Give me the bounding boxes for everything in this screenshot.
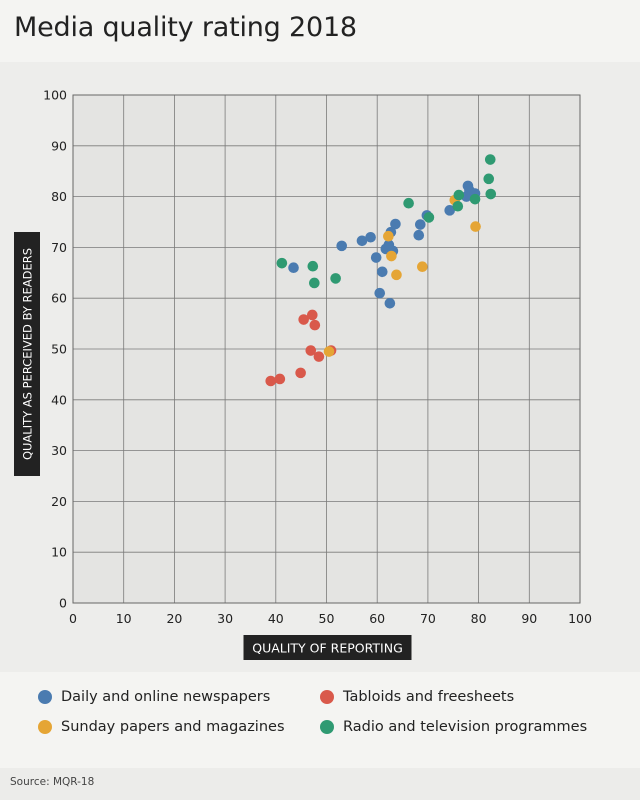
scatter-point (307, 309, 318, 321)
scatter-point (470, 221, 481, 232)
scatter-point (356, 235, 368, 247)
scatter-point (453, 189, 465, 201)
scatter-point (413, 229, 425, 241)
scatter-point (274, 373, 286, 385)
scatter-point (417, 261, 428, 273)
y-tick-label: 80 (51, 189, 67, 204)
x-tick-label: 0 (69, 611, 77, 626)
scatter-point (484, 154, 496, 165)
x-tick-label: 100 (568, 611, 592, 626)
x-tick-label: 50 (319, 611, 335, 626)
scatter-point (384, 297, 396, 309)
legend-item: Sunday papers and magazines (38, 719, 285, 735)
scatter-point (376, 266, 388, 278)
scatter-point (414, 219, 426, 230)
scatter-point (309, 277, 320, 289)
x-axis-label: QUALITY OF REPORTING (252, 641, 403, 656)
y-tick-label: 60 (51, 291, 67, 306)
legend-label: Radio and television programmes (343, 719, 588, 735)
chart-title: Media quality rating 2018 (14, 12, 357, 43)
legend: Daily and online newspapers Sunday paper… (0, 672, 640, 768)
plot-frame (72, 94, 581, 604)
scatter-point (374, 287, 386, 299)
legend-marker (38, 690, 52, 704)
legend-label: Sunday papers and magazines (61, 719, 285, 735)
scatter-point (276, 257, 288, 269)
x-tick-label: 30 (217, 611, 233, 626)
x-tick-label: 70 (420, 611, 436, 626)
scatter-point (485, 188, 497, 200)
y-tick-label: 40 (51, 392, 67, 407)
scatter-point (383, 230, 394, 242)
x-tick-label: 10 (116, 611, 132, 626)
scatter-point (444, 205, 456, 216)
scatter-point (386, 250, 397, 262)
scatter-point (336, 240, 348, 252)
scatter-point (298, 314, 309, 325)
legend-item: Radio and television programmes (320, 719, 587, 735)
x-tick-label: 80 (471, 611, 487, 626)
scatter-point (391, 269, 402, 281)
legend-label: Daily and online newspapers (61, 689, 271, 705)
y-tick-label: 50 (51, 342, 67, 357)
y-tick-label: 70 (51, 240, 67, 255)
x-tick-label: 90 (521, 611, 537, 626)
scatter-point (403, 197, 414, 209)
legend-label: Tabloids and freesheets (343, 689, 515, 705)
y-tick-label: 30 (51, 443, 67, 458)
legend-marker (320, 690, 334, 704)
y-tick-label: 10 (51, 545, 67, 560)
chart-panel: 0 10 20 30 40 50 60 70 80 90 100 0 10 20 30 40 50 60 70 80 9… (0, 62, 640, 672)
legend-marker (320, 720, 334, 734)
legend-item: Tabloids and freesheets (320, 689, 514, 705)
scatter-chart: 0 10 20 30 40 50 60 70 80 90 100 0 10 20 30 40 50 60 70 80 9… (14, 88, 592, 660)
scatter-point (452, 200, 464, 212)
scatter-point (309, 319, 321, 331)
source-bar (0, 768, 640, 800)
legend-marker (38, 720, 52, 734)
y-axis-label-box (14, 232, 40, 476)
legend-item: Daily and online newspapers (38, 689, 270, 705)
y-tick-label: 90 (51, 138, 67, 153)
scatter-point (323, 346, 335, 357)
x-axis-label-box (243, 635, 412, 660)
source-note: Source: MQR-18 (10, 776, 95, 788)
scatter-point (288, 262, 299, 274)
scatter-point (370, 252, 382, 263)
scatter-point (295, 367, 306, 379)
y-axis-label: QUALITY AS PERCEIVED BY READERS (20, 248, 34, 460)
y-tick-label: 20 (51, 494, 67, 509)
scatter-point (330, 273, 341, 284)
scatter-point (423, 212, 435, 223)
x-tick-label: 20 (166, 611, 182, 626)
x-tick-label: 60 (369, 611, 385, 626)
scatter-point (265, 375, 277, 387)
scatter-point (390, 218, 401, 230)
scatter-point (313, 351, 325, 362)
y-tick-label: 0 (59, 596, 67, 611)
scatter-point (307, 260, 319, 272)
scatter-point (469, 193, 481, 205)
scatter-point (305, 345, 317, 356)
scatter-point (365, 231, 376, 243)
scatter-point (483, 173, 495, 185)
x-tick-label: 40 (268, 611, 284, 626)
y-tick-label: 100 (43, 88, 67, 103)
